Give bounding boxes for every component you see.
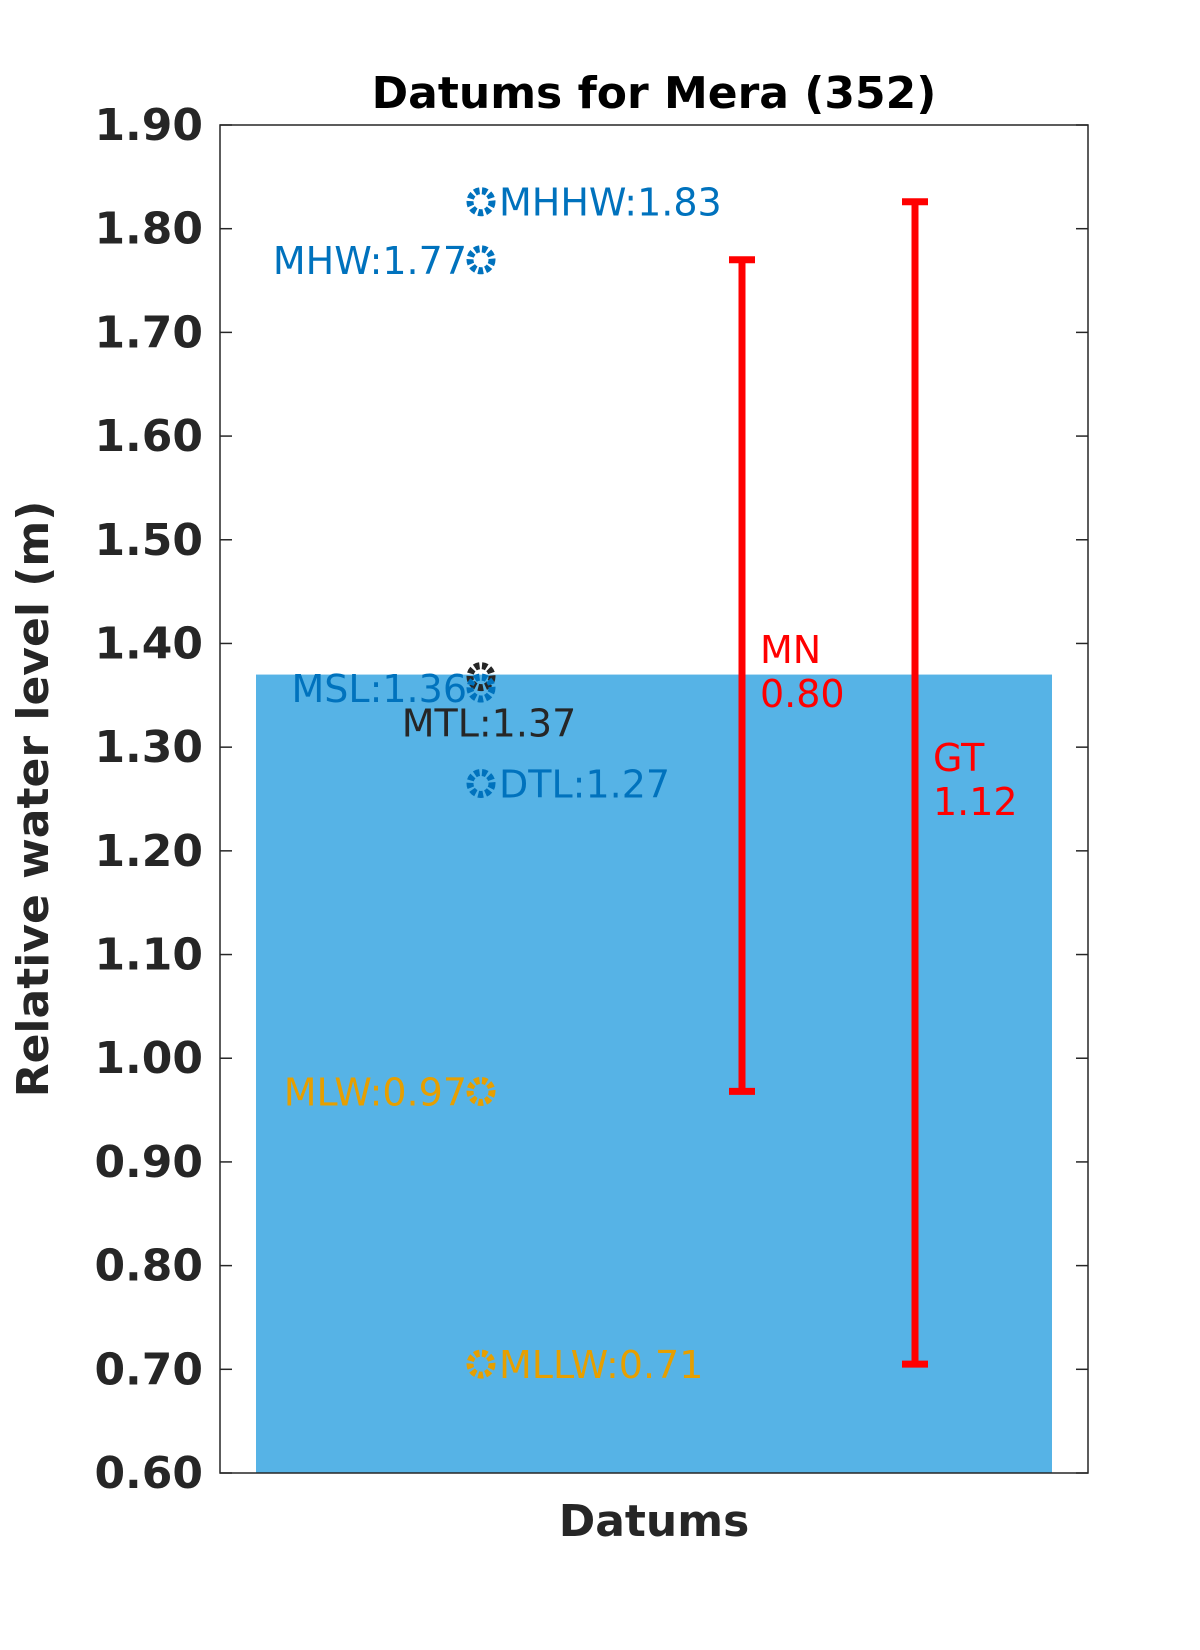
- y-tick-label: 1.20: [94, 826, 203, 877]
- y-tick-label: 0.80: [94, 1241, 203, 1292]
- datum-marker: [466, 187, 496, 217]
- chart-title: Datums for Mera (352): [372, 68, 937, 119]
- datum-marker: [466, 1349, 496, 1379]
- datum-marker: [466, 1076, 496, 1106]
- datum-label: MLLW:0.71: [499, 1343, 703, 1387]
- y-tick-label: 1.70: [94, 307, 203, 358]
- datum-label: MHW:1.77: [273, 239, 467, 283]
- y-tick-label: 0.70: [94, 1344, 203, 1395]
- datum-marker: [466, 673, 496, 703]
- datum-label: MLW:0.97: [284, 1070, 467, 1114]
- x-axis-label: Datums: [559, 1496, 750, 1547]
- datum-marker: [466, 662, 496, 692]
- y-tick-label: 1.80: [94, 204, 203, 255]
- range-label-name: MN: [760, 628, 821, 672]
- plot-frame: [219, 124, 1089, 1474]
- y-tick-label: 0.90: [94, 1137, 203, 1188]
- datum-label: MSL:1.36: [292, 667, 468, 711]
- range-label-name: GT: [933, 736, 985, 780]
- y-tick-label: 1.40: [94, 618, 203, 669]
- datum-label: MHHW:1.83: [499, 181, 722, 225]
- datum-label: MTL:1.37: [402, 702, 577, 746]
- y-tick-label: 1.10: [94, 930, 203, 981]
- datum-label: DTL:1.27: [499, 762, 670, 806]
- range-label-value: 1.12: [933, 780, 1018, 824]
- y-tick-label: 1.00: [94, 1033, 203, 1084]
- y-tick-label: 0.60: [94, 1448, 203, 1499]
- datum-marker: [466, 245, 496, 275]
- range-label-value: 0.80: [760, 672, 845, 716]
- y-tick-label: 1.30: [94, 722, 203, 773]
- y-tick-label: 1.60: [94, 411, 203, 462]
- datum-marker: [466, 768, 496, 798]
- water-level-fill: [256, 674, 1052, 1473]
- y-axis-label: Relative water level (m): [8, 501, 59, 1098]
- y-tick-label: 1.50: [94, 515, 203, 566]
- y-tick-label: 1.90: [94, 100, 203, 151]
